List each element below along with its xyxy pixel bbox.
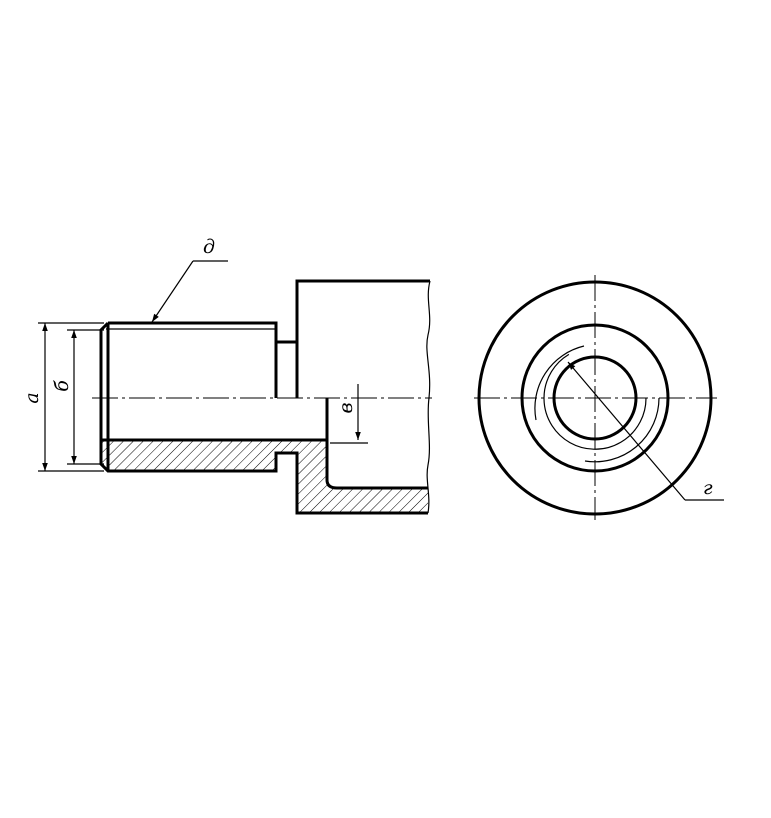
front-view — [38, 260, 432, 515]
flange-outline-top — [295, 279, 430, 398]
label-a: а — [21, 392, 43, 403]
thread-arc-inner — [534, 345, 585, 421]
bore-outline — [101, 398, 329, 442]
thread-arc — [543, 353, 647, 450]
label-v: в — [335, 402, 357, 413]
section-hatch-lower — [101, 440, 428, 513]
leader-d — [151, 260, 194, 323]
label-g: г — [703, 477, 713, 499]
label-d: д — [203, 236, 215, 258]
bore-step — [325, 440, 428, 490]
thread-end-outline — [108, 321, 278, 398]
label-b: б — [51, 380, 73, 392]
thread-arc-right — [584, 397, 660, 463]
section-outline — [99, 398, 428, 515]
break-line — [426, 280, 431, 514]
leader-g — [567, 361, 686, 501]
side-view — [474, 275, 724, 520]
